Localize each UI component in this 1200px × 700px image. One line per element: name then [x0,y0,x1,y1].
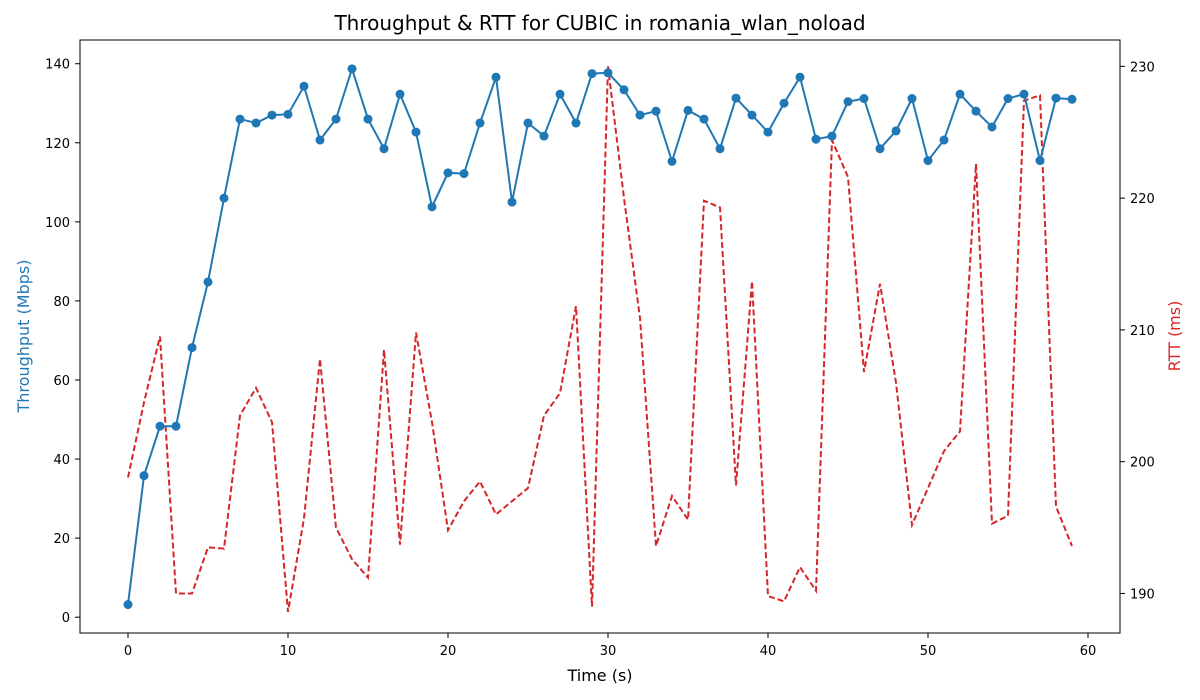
throughput-point [459,169,469,179]
throughput-point [491,72,501,82]
rtt-line [127,66,1073,613]
throughput-point [395,89,405,99]
throughput-point [475,118,485,128]
throughput-point [1051,93,1061,103]
throughput-point [715,144,725,154]
throughput-point [779,98,789,108]
y-right-tick-label: 200 [1130,456,1155,471]
x-tick-label: 50 [920,644,937,659]
y-right-tick-label: 220 [1130,192,1155,207]
throughput-point [763,127,773,137]
x-axis-label: Time (s) [566,666,632,685]
throughput-point [939,135,949,145]
y-right-axis-label: RTT (ms) [1165,301,1184,372]
throughput-point [427,202,437,212]
throughput-point [955,89,965,99]
y-left-tick-label: 120 [45,137,70,152]
y-right-tick-label: 230 [1130,60,1155,75]
y-left-tick-label: 140 [45,58,70,73]
throughput-point [571,118,581,128]
throughput-point [1019,89,1029,99]
throughput-point [987,122,997,132]
throughput-point [203,277,213,287]
throughput-point [251,118,261,128]
throughput-point [363,114,373,124]
throughput-point [811,134,821,144]
throughput-point [907,94,917,104]
throughput-point [267,110,277,120]
throughput-point [971,106,981,116]
throughput-point [731,93,741,103]
throughput-point [843,97,853,107]
throughput-point [683,105,693,115]
x-tick-label: 10 [280,644,297,659]
throughput-point [235,114,245,124]
throughput-point [219,193,229,203]
throughput-point [603,68,613,78]
throughput-point [699,114,709,124]
throughput-point [139,471,149,481]
throughput-point [171,421,181,431]
throughput-point [667,156,677,166]
throughput-point [747,110,757,120]
y-right-tick-label: 190 [1130,587,1155,602]
x-tick-label: 20 [440,644,457,659]
throughput-point [155,421,165,431]
x-tick-label: 40 [760,644,777,659]
throughput-point [123,600,133,610]
throughput-point [827,131,837,141]
x-axis-ticks: 0 10 20 30 40 50 60 [124,633,1096,659]
throughput-point [555,89,565,99]
y-left-axis-ticks: 0 20 40 60 80 100 120 140 [45,58,80,626]
y-left-tick-label: 80 [53,295,70,310]
throughput-point [187,343,197,353]
x-tick-label: 0 [124,644,132,659]
throughput-point [539,131,549,141]
throughput-point [299,81,309,91]
throughput-point [443,168,453,178]
x-tick-label: 60 [1080,644,1097,659]
throughput-point [587,69,597,79]
y-left-tick-label: 40 [53,453,70,468]
throughput-point [347,64,357,74]
chart-title: Throughput & RTT for CUBIC in romania_wl… [333,11,865,35]
throughput-point [411,127,421,137]
throughput-point [283,109,293,119]
throughput-point [1035,156,1045,166]
y-left-tick-label: 100 [45,216,70,231]
throughput-point [651,106,661,116]
throughput-point [315,135,325,145]
throughput-point [507,197,517,207]
throughput-point [635,110,645,120]
throughput-point [619,85,629,95]
y-right-axis-ticks: 190 200 210 220 230 [1120,60,1155,602]
throughput-point [1067,94,1077,104]
throughput-point [923,156,933,166]
throughput-point [891,126,901,136]
y-left-tick-label: 20 [53,532,70,547]
y-right-tick-label: 210 [1130,324,1155,339]
y-left-axis-label: Throughput (Mbps) [14,260,33,414]
x-tick-label: 30 [600,644,617,659]
throughput-point [331,114,341,124]
throughput-point [379,144,389,154]
throughput-point [859,94,869,104]
throughput-point [523,118,533,128]
y-left-tick-label: 60 [53,374,70,389]
throughput-point [875,144,885,154]
series-layer [123,64,1077,613]
y-left-tick-label: 0 [62,611,70,626]
plot-frame [79,39,1121,634]
throughput-point [1003,94,1013,104]
throughput-point [795,72,805,82]
